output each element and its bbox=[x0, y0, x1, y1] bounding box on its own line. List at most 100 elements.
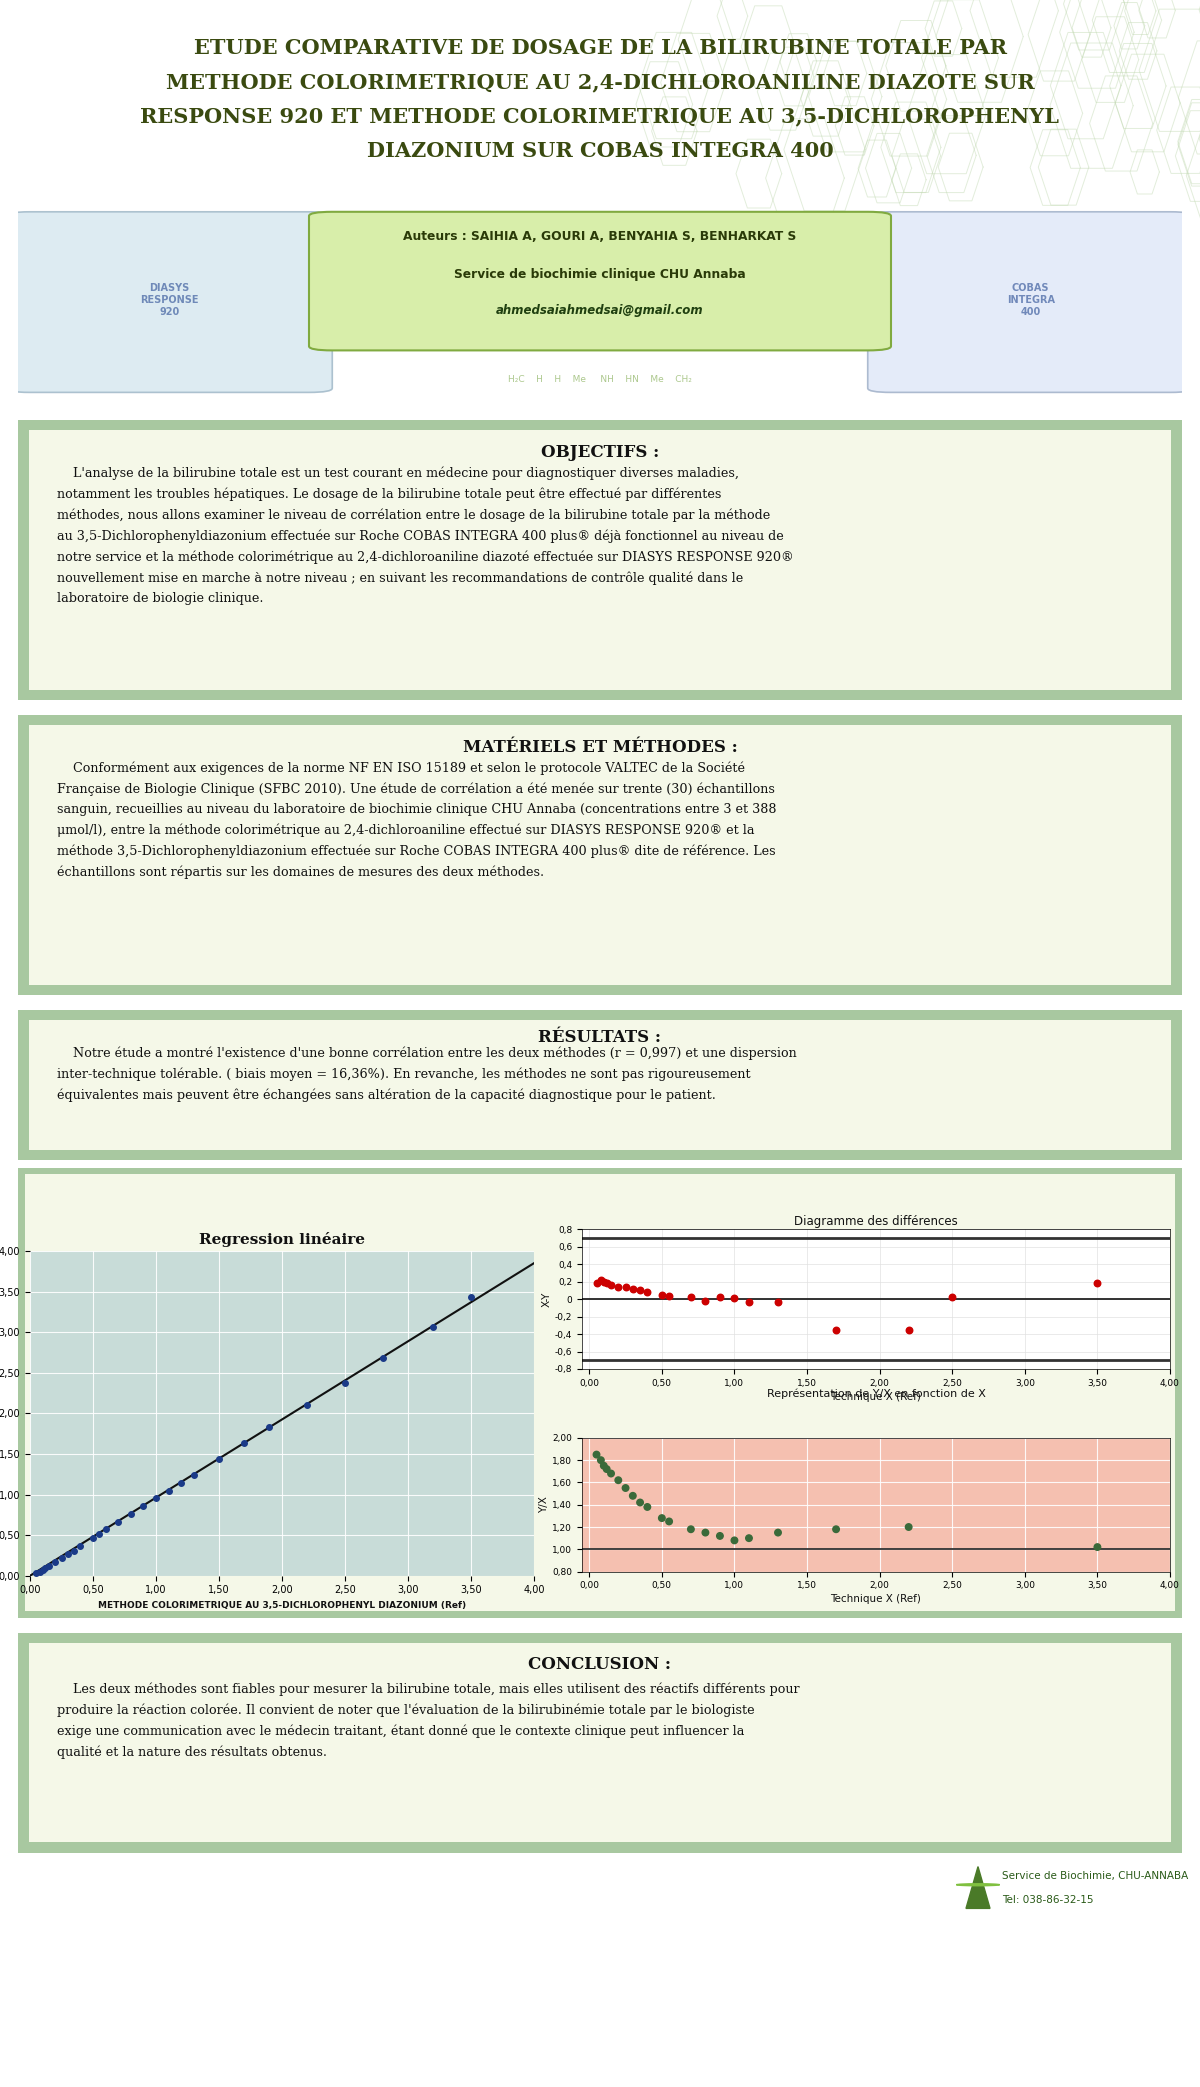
Point bbox=[682, 1513, 701, 1546]
Text: OBJECTIFS :: OBJECTIFS : bbox=[541, 445, 659, 461]
FancyBboxPatch shape bbox=[0, 710, 1200, 1000]
Point bbox=[696, 1515, 715, 1549]
Point bbox=[587, 1438, 606, 1471]
Text: L'analyse de la bilirubine totale est un test courant en médecine pour diagnosti: L'analyse de la bilirubine totale est un… bbox=[58, 465, 794, 605]
Y-axis label: X-Y: X-Y bbox=[542, 1292, 552, 1306]
FancyBboxPatch shape bbox=[310, 211, 890, 351]
Point bbox=[336, 1365, 355, 1398]
Point bbox=[601, 1457, 620, 1490]
Point bbox=[630, 1273, 649, 1306]
Point bbox=[899, 1313, 918, 1346]
Text: DIASYS
RESPONSE
920: DIASYS RESPONSE 920 bbox=[140, 284, 198, 317]
Point bbox=[160, 1473, 179, 1507]
Title: Diagramme des différences: Diagramme des différences bbox=[794, 1215, 958, 1227]
Point bbox=[259, 1411, 278, 1444]
Point bbox=[1088, 1530, 1108, 1563]
Point bbox=[616, 1271, 635, 1304]
X-axis label: Technique X (Ref): Technique X (Ref) bbox=[830, 1594, 922, 1605]
Point bbox=[637, 1490, 656, 1524]
Text: ahmedsaiahmedsai@gmail.com: ahmedsaiahmedsai@gmail.com bbox=[496, 305, 704, 317]
Text: ETUDE COMPARATIVE DE DOSAGE DE LA BILIRUBINE TOTALE PAR
METHODE COLORIMETRIQUE A: ETUDE COMPARATIVE DE DOSAGE DE LA BILIRU… bbox=[140, 38, 1060, 161]
Point bbox=[682, 1281, 701, 1315]
Point bbox=[424, 1311, 443, 1344]
Point bbox=[739, 1286, 758, 1319]
Text: Les deux méthodes sont fiables pour mesurer la bilirubine totale, mais elles uti: Les deux méthodes sont fiables pour mesu… bbox=[58, 1682, 800, 1759]
Point bbox=[768, 1515, 787, 1549]
Text: Conformément aux exigences de la norme NF EN ISO 15189 et selon le protocole VAL: Conformément aux exigences de la norme N… bbox=[58, 762, 776, 879]
Point bbox=[710, 1281, 730, 1315]
FancyBboxPatch shape bbox=[2, 1165, 1198, 1620]
Point bbox=[594, 1448, 613, 1482]
FancyBboxPatch shape bbox=[0, 1158, 1200, 1626]
Point bbox=[84, 1521, 102, 1555]
Point bbox=[827, 1313, 846, 1346]
Text: Représentation de Y/X en fonction de X: Représentation de Y/X en fonction de X bbox=[767, 1388, 985, 1398]
Point bbox=[108, 1505, 127, 1538]
Point bbox=[630, 1486, 649, 1519]
Point bbox=[623, 1480, 642, 1513]
Point bbox=[36, 1553, 55, 1586]
Text: Service de Biochimie, CHU-ANNABA: Service de Biochimie, CHU-ANNABA bbox=[1002, 1872, 1188, 1882]
Point bbox=[592, 1444, 611, 1478]
Point bbox=[598, 1453, 617, 1486]
Text: RÉSULTATS :: RÉSULTATS : bbox=[539, 1029, 661, 1046]
Point bbox=[710, 1519, 730, 1553]
Text: MATÉRIELS ET MÉTHODES :: MATÉRIELS ET MÉTHODES : bbox=[463, 739, 737, 755]
Point bbox=[461, 1281, 480, 1315]
FancyBboxPatch shape bbox=[6, 211, 332, 392]
FancyBboxPatch shape bbox=[868, 211, 1194, 392]
Point bbox=[373, 1342, 392, 1375]
FancyBboxPatch shape bbox=[6, 426, 1194, 695]
FancyBboxPatch shape bbox=[0, 1628, 1200, 1857]
Point bbox=[653, 1501, 672, 1534]
Point bbox=[26, 1557, 46, 1590]
Point bbox=[725, 1281, 744, 1315]
Text: CONCLUSION :: CONCLUSION : bbox=[528, 1655, 672, 1672]
Y-axis label: Y/X: Y/X bbox=[540, 1496, 550, 1513]
Point bbox=[637, 1275, 656, 1309]
Point bbox=[594, 1265, 613, 1298]
Point bbox=[235, 1428, 254, 1461]
Point bbox=[210, 1442, 229, 1476]
Text: COBAS
INTEGRA
400: COBAS INTEGRA 400 bbox=[1007, 284, 1055, 317]
Point bbox=[623, 1271, 642, 1304]
Point bbox=[660, 1279, 679, 1313]
Point bbox=[598, 1267, 617, 1300]
Text: Notre étude a montré l'existence d'une bonne corrélation entre les deux méthodes: Notre étude a montré l'existence d'une b… bbox=[58, 1046, 797, 1102]
Point bbox=[696, 1284, 715, 1317]
Point bbox=[134, 1490, 154, 1524]
Point bbox=[40, 1549, 59, 1582]
Title: Regression linéaire: Regression linéaire bbox=[199, 1231, 365, 1248]
Point bbox=[587, 1267, 606, 1300]
Point bbox=[616, 1471, 635, 1505]
Point bbox=[30, 1555, 49, 1588]
Point bbox=[943, 1281, 962, 1315]
X-axis label: METHODE COLORIMETRIQUE AU 3,5-DICHLOROPHENYL DIAZONIUM (Ref): METHODE COLORIMETRIQUE AU 3,5-DICHLOROPH… bbox=[98, 1601, 466, 1609]
Point bbox=[725, 1524, 744, 1557]
Point bbox=[185, 1459, 204, 1492]
Point bbox=[172, 1467, 191, 1501]
Point bbox=[146, 1482, 166, 1515]
Point bbox=[121, 1496, 140, 1530]
Point bbox=[768, 1286, 787, 1319]
Point bbox=[1088, 1267, 1108, 1300]
FancyBboxPatch shape bbox=[6, 1638, 1194, 1847]
Point bbox=[660, 1505, 679, 1538]
Point bbox=[827, 1513, 846, 1546]
Point bbox=[739, 1521, 758, 1555]
Point bbox=[608, 1271, 628, 1304]
Polygon shape bbox=[966, 1866, 990, 1908]
Text: Service de biochimie clinique CHU Annaba: Service de biochimie clinique CHU Annaba bbox=[454, 269, 746, 282]
Point bbox=[34, 1553, 53, 1586]
Point bbox=[601, 1269, 620, 1302]
Point bbox=[899, 1511, 918, 1544]
FancyBboxPatch shape bbox=[0, 1008, 1200, 1162]
Point bbox=[46, 1544, 65, 1578]
Text: H₂C    H    H    Me     NH    HN    Me    CH₂: H₂C H H Me NH HN Me CH₂ bbox=[508, 376, 692, 384]
Point bbox=[298, 1388, 317, 1421]
Point bbox=[608, 1463, 628, 1496]
Point bbox=[58, 1538, 77, 1572]
FancyBboxPatch shape bbox=[6, 1018, 1194, 1152]
Point bbox=[65, 1534, 84, 1567]
FancyBboxPatch shape bbox=[6, 720, 1194, 989]
